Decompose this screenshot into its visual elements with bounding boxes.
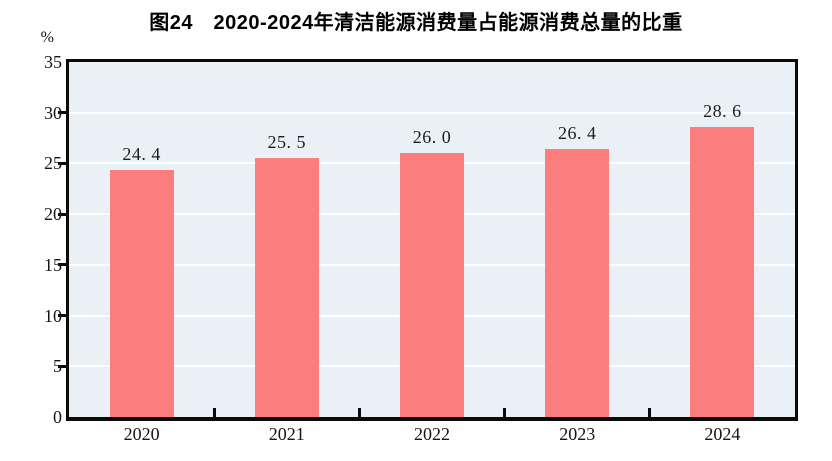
bar-value-label-2021: 25. 5	[267, 132, 307, 153]
y-tick-label-35: 35	[44, 52, 62, 72]
bar-value-label-2023: 26. 4	[557, 123, 597, 144]
bar-2022	[400, 153, 464, 417]
bar-value-label-2022: 26. 0	[412, 127, 452, 148]
y-tick-mark-20	[58, 212, 66, 216]
y-tick-label-15: 15	[44, 254, 62, 275]
y-tick-label-30: 30	[44, 102, 62, 123]
bar-value-label-2024: 28. 6	[703, 100, 742, 121]
x-boundary-tick-2	[357, 408, 361, 417]
y-tick-label-10: 10	[44, 305, 62, 326]
x-boundary-tick-4	[648, 408, 652, 417]
y-tick-mark-5	[58, 364, 66, 368]
gridline-30	[69, 111, 795, 114]
chart-title: 图24 2020-2024年清洁能源消费量占能源消费总量的比重	[149, 12, 683, 34]
y-tick-mark-10	[58, 314, 66, 318]
x-boundary-tick-1	[212, 408, 216, 417]
bar-2023	[545, 149, 610, 417]
bar-2024	[690, 126, 755, 417]
y-tick-mark-25	[58, 161, 66, 165]
y-tick-label-25: 25	[44, 153, 62, 174]
x-tick-label-2021: 2021	[268, 424, 305, 444]
bar-2020	[109, 169, 174, 417]
y-tick-mark-15	[58, 263, 66, 267]
y-tick-label-0: 0	[53, 407, 62, 427]
x-tick-label-2022: 2022	[414, 424, 450, 444]
x-tick-label-2020: 2020	[123, 424, 160, 444]
plot-area: 24. 4 25. 5 26. 0 26. 4 28. 6	[66, 59, 798, 421]
bar-2021	[254, 158, 319, 417]
x-boundary-tick-3	[503, 408, 507, 417]
y-axis-unit-label: %	[40, 29, 54, 46]
x-tick-label-2023: 2023	[559, 424, 596, 444]
y-tick-label-5: 5	[53, 356, 62, 377]
x-tick-label-2024: 2024	[704, 424, 741, 444]
bar-value-label-2020: 24. 4	[122, 143, 161, 164]
y-tick-mark-30	[58, 111, 66, 115]
y-tick-label-20: 20	[44, 204, 62, 225]
